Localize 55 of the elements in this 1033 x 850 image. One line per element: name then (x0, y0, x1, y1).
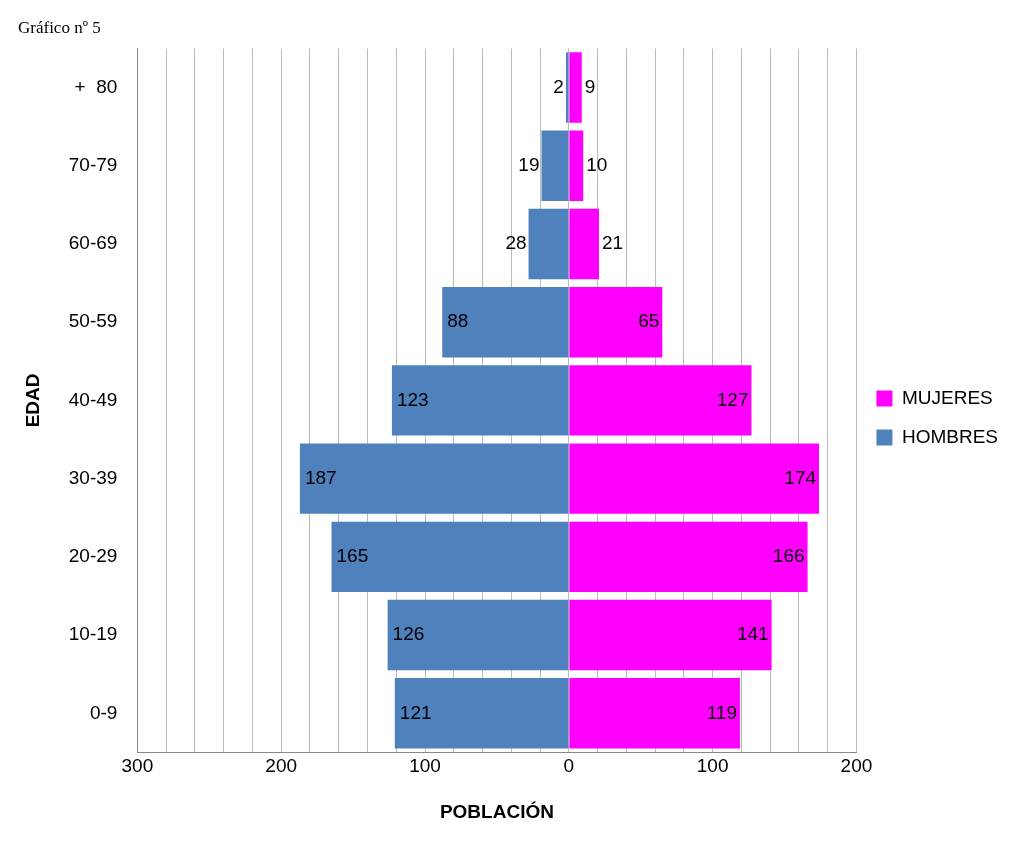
legend-label: HOMBRES (901, 425, 999, 447)
data-label: 21 (602, 232, 624, 254)
bar (387, 599, 569, 671)
y-tick-label: 50-59 (68, 310, 118, 332)
y-tick-label: 20-29 (68, 545, 118, 567)
y-tick-label: 70-79 (68, 153, 118, 175)
x-tick-label: 100 (409, 755, 441, 777)
data-label: 187 (304, 466, 337, 488)
bar (569, 52, 582, 123)
bar (299, 443, 569, 514)
bar (569, 599, 772, 671)
data-label: 65 (638, 310, 660, 332)
y-tick-label: 0-9 (89, 701, 118, 723)
data-label: 119 (706, 701, 737, 723)
bar (569, 678, 740, 749)
bar (528, 208, 569, 280)
legend-label: MUJERES (901, 386, 993, 408)
bar (442, 286, 569, 358)
y-axis-title: EDAD (21, 373, 43, 428)
data-label: 127 (716, 388, 749, 410)
bar (569, 130, 584, 201)
data-label: 9 (584, 75, 596, 97)
bar (569, 443, 820, 514)
x-axis-title: POBLACIÓN (439, 800, 554, 822)
y-tick-label: 10-19 (68, 623, 118, 645)
data-label: 123 (396, 388, 429, 410)
data-label: 10 (586, 153, 608, 175)
x-tick-label: 200 (840, 755, 873, 777)
data-label: 2 (553, 75, 564, 97)
data-label: 121 (399, 701, 432, 723)
bar (391, 365, 569, 436)
bar (569, 521, 808, 593)
x-tick-label: 200 (265, 755, 298, 777)
y-tick-label: 60-69 (68, 232, 118, 254)
y-tick-label: 40-49 (68, 388, 118, 410)
bar (569, 208, 600, 280)
bar (541, 130, 569, 201)
data-label: 126 (392, 623, 425, 645)
y-tick-label: + 80 (74, 75, 118, 97)
data-label: 165 (336, 545, 369, 567)
data-label: 19 (518, 153, 540, 175)
data-label: 141 (736, 623, 769, 645)
bar (569, 286, 663, 358)
x-tick-label: 300 (121, 755, 154, 777)
y-tick-label: 30-39 (68, 466, 118, 488)
data-label: 174 (784, 466, 817, 488)
bar (331, 521, 569, 593)
bar (569, 365, 752, 436)
x-tick-label: 100 (696, 755, 729, 777)
bar (394, 678, 569, 749)
data-label: 88 (447, 310, 469, 332)
data-label: 166 (772, 545, 805, 567)
chart-title: Gráfico nº 5 (18, 17, 101, 37)
data-label: 28 (505, 232, 527, 254)
x-tick-label: 0 (563, 755, 575, 777)
